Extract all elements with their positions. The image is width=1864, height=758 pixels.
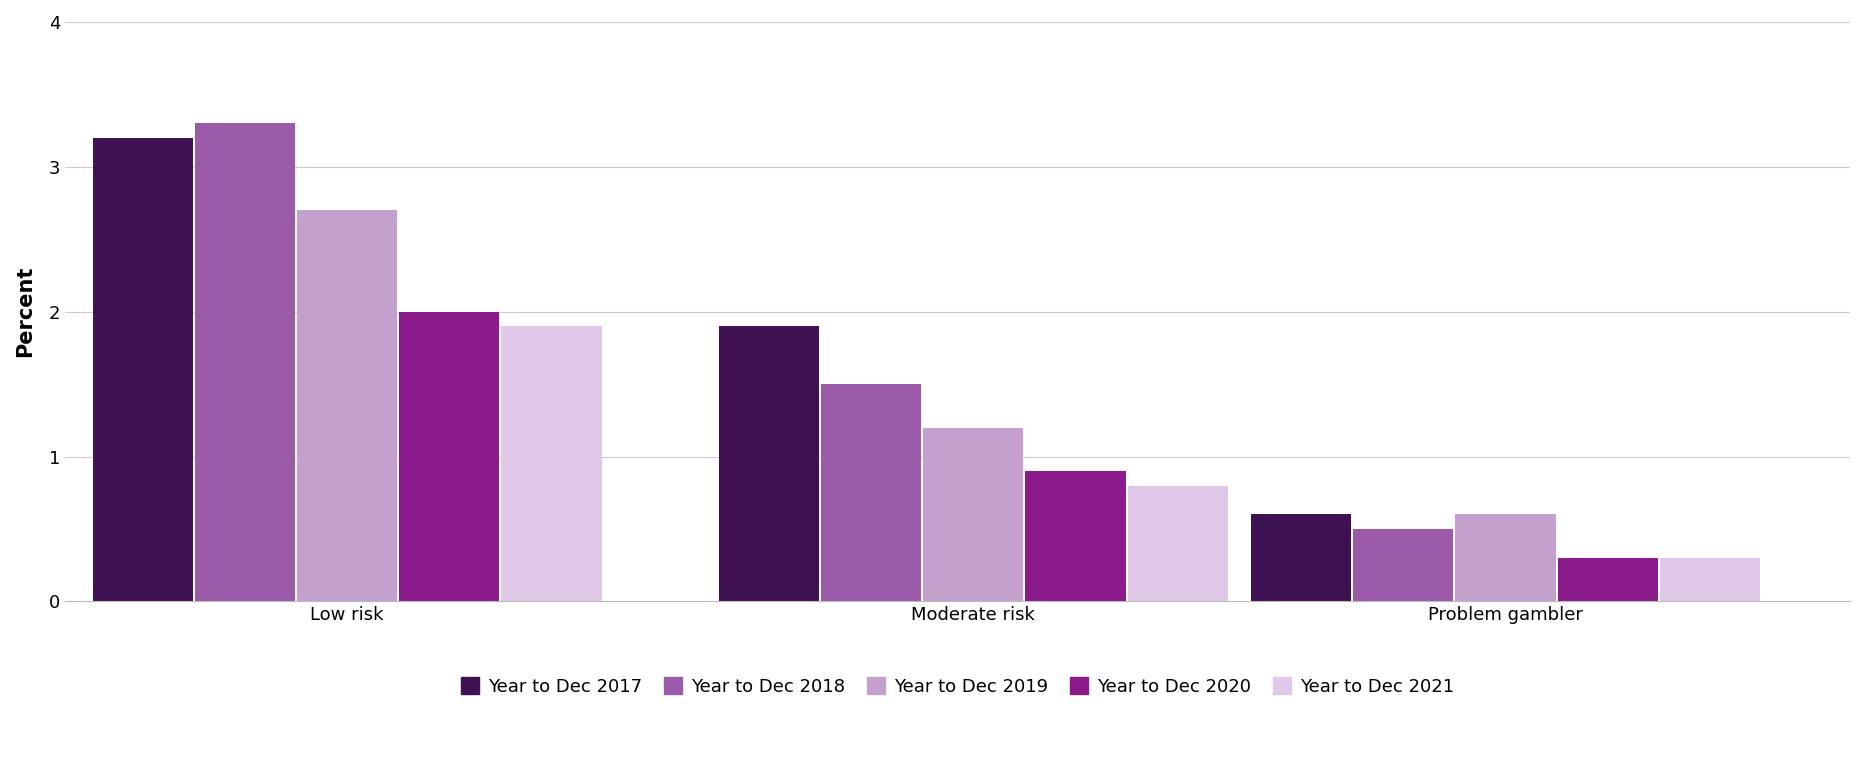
Legend: Year to Dec 2017, Year to Dec 2018, Year to Dec 2019, Year to Dec 2020, Year to : Year to Dec 2017, Year to Dec 2018, Year… [453,669,1461,705]
Bar [1251,515,1351,601]
Bar [1659,558,1760,601]
Bar [399,312,500,601]
Bar [1025,471,1126,601]
Bar [93,138,192,601]
Bar [718,326,818,601]
Bar [296,210,397,601]
Bar [1454,515,1555,601]
Bar [1556,558,1657,601]
Bar [1353,529,1452,601]
Bar [923,428,1023,601]
Bar [1128,486,1227,601]
Y-axis label: Percent: Percent [15,266,35,357]
Bar [194,124,295,601]
Bar [820,384,921,601]
Bar [501,326,602,601]
